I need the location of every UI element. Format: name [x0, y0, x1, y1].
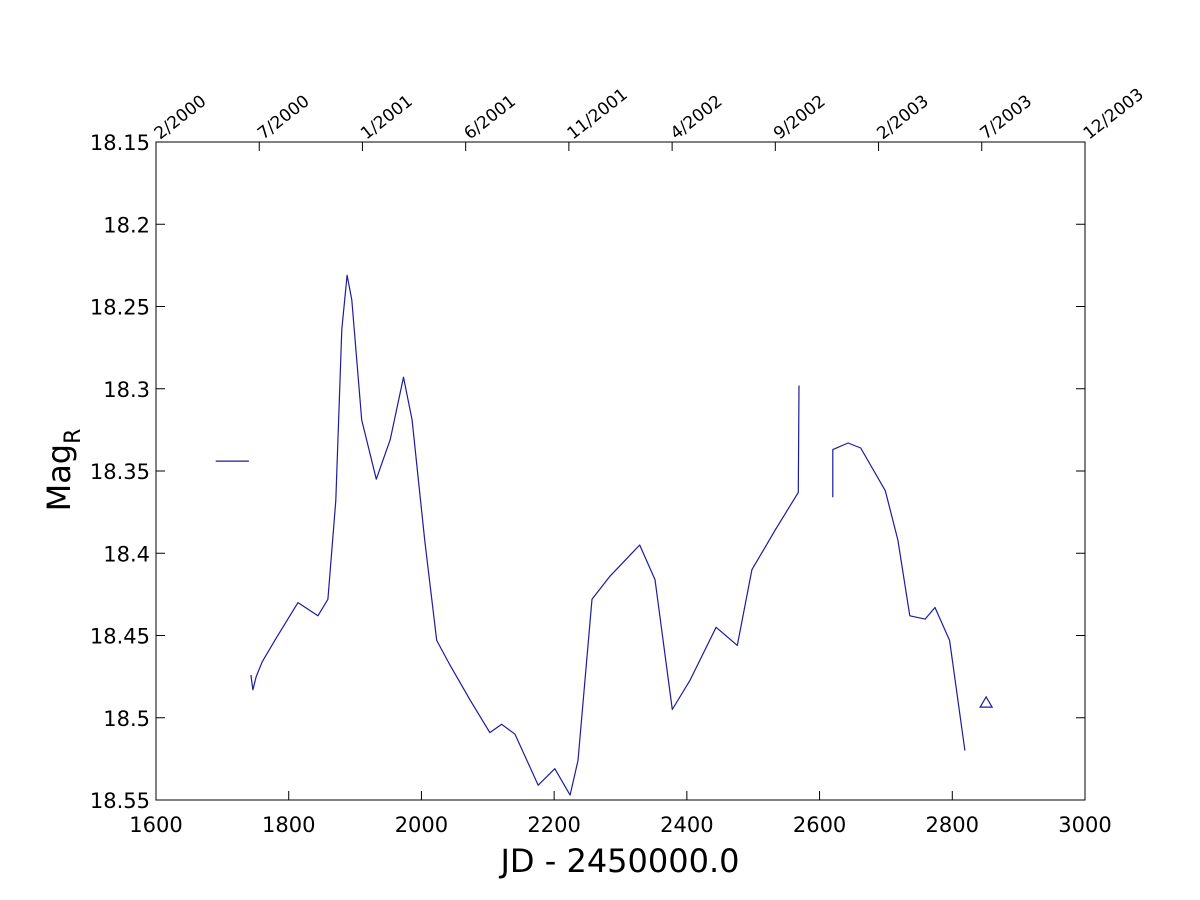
x-axis-label: JD - 2450000.0	[498, 842, 739, 880]
x-tick-label: 2000	[395, 813, 448, 837]
y-tick-label: 18.4	[103, 542, 150, 566]
top-tick-label: 11/2001	[564, 85, 632, 144]
y-tick-label: 18.25	[90, 296, 150, 320]
x-tick-label: 2800	[926, 813, 979, 837]
plot-frame	[155, 141, 1086, 801]
x-tick-label: 2600	[793, 813, 846, 837]
top-tick-label: 7/2003	[977, 91, 1036, 144]
y-tick-label: 18.5	[103, 707, 150, 731]
top-tick-label: 2/2000	[151, 91, 210, 144]
data-line	[215, 274, 966, 796]
y-tick-label: 18.45	[90, 625, 150, 649]
x-tick-label: 2400	[660, 813, 713, 837]
x-tick-label: 1800	[262, 813, 315, 837]
y-axis-label-main: Mag	[40, 444, 78, 512]
x-tick-label: 1600	[129, 813, 182, 837]
top-tick-label: 2/2003	[873, 91, 932, 144]
top-tick-label: 6/2001	[460, 91, 519, 144]
top-tick-label: 4/2002	[667, 91, 726, 144]
top-tick-label: 12/2003	[1080, 85, 1148, 144]
y-tick-label: 18.35	[90, 460, 150, 484]
y-axis-label: MagR	[40, 429, 86, 512]
triangle-marker	[979, 695, 994, 708]
x-tick-label: 3000	[1058, 813, 1111, 837]
top-tick-label: 9/2002	[770, 91, 829, 144]
top-tick-label: 1/2001	[357, 91, 416, 144]
y-tick-label: 18.2	[103, 213, 150, 237]
y-tick-label: 18.55	[90, 789, 150, 813]
top-tick-label: 7/2000	[254, 91, 313, 144]
y-tick-label: 18.3	[103, 378, 150, 402]
x-tick-label: 2200	[527, 813, 580, 837]
y-axis-label-sub: R	[61, 429, 86, 444]
y-tick-label: 18.15	[90, 131, 150, 155]
